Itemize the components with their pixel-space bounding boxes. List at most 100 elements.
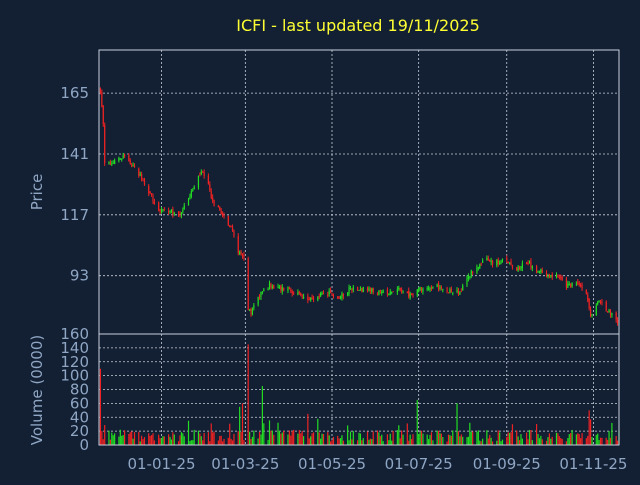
chart-title: ICFI - last updated 19/11/2025 <box>236 16 480 35</box>
candle-body <box>466 278 468 286</box>
candle-body <box>526 262 528 265</box>
candle-body <box>121 158 123 160</box>
candle-body <box>452 293 454 295</box>
volume-bar <box>200 436 202 445</box>
candle-body <box>568 283 570 285</box>
volume-bar <box>311 433 313 445</box>
volume-bar <box>183 436 185 445</box>
candle-body <box>571 282 573 287</box>
price-tick-label: 141 <box>60 145 89 163</box>
candle-body <box>273 285 275 289</box>
volume-bar <box>560 437 562 445</box>
candle-body <box>207 175 209 185</box>
volume-tick-label: 40 <box>70 408 89 426</box>
candle-body <box>190 191 192 197</box>
candle-body <box>418 288 420 290</box>
candle-body <box>332 293 335 297</box>
candle-body <box>251 308 254 315</box>
volume-bar <box>263 423 265 445</box>
volume-bar <box>131 431 133 445</box>
volume-bar <box>449 435 451 445</box>
volume-bar <box>281 432 283 445</box>
volume-bar <box>210 423 212 445</box>
candle-body <box>209 184 211 191</box>
volume-bar <box>359 433 362 445</box>
volume-bar <box>391 440 393 445</box>
candle-body <box>341 293 343 298</box>
volume-bar <box>422 433 424 445</box>
candle-body <box>112 162 114 164</box>
candle-body <box>301 295 303 297</box>
volume-bar <box>577 433 579 445</box>
candle-body <box>351 289 353 291</box>
candle-body <box>580 284 582 287</box>
candle-body <box>192 190 194 192</box>
volume-bar <box>300 433 302 445</box>
volume-bar <box>371 439 373 445</box>
candle-body <box>180 212 182 216</box>
volume-bar <box>203 433 205 445</box>
candle-body <box>283 288 285 291</box>
candle-body <box>541 270 543 273</box>
volume-bar <box>351 439 353 445</box>
volume-bar <box>487 438 489 445</box>
candle-body <box>558 276 560 278</box>
candle-body <box>261 292 263 294</box>
volume-bar <box>517 436 519 445</box>
price-axis-label: Price <box>28 174 46 211</box>
candle-body <box>371 288 373 292</box>
volume-bar <box>537 434 539 445</box>
volume-bar <box>440 433 442 445</box>
candle-body <box>260 291 262 297</box>
candle-body <box>290 289 292 291</box>
candle-body <box>223 215 225 217</box>
volume-bar <box>509 432 511 445</box>
volume-bar <box>112 435 114 445</box>
volume-bar <box>277 422 279 445</box>
volume-bar <box>598 439 600 445</box>
candle-body <box>249 309 251 311</box>
candle-body <box>469 276 471 278</box>
volume-bar <box>239 406 241 445</box>
candle-body <box>159 209 161 212</box>
volume-bar <box>182 433 184 445</box>
candle-body <box>577 282 579 284</box>
volume-bar <box>172 432 174 445</box>
volume-bar <box>372 431 374 445</box>
volume-bar <box>381 434 383 445</box>
candle-body <box>511 264 514 268</box>
candle-body <box>557 274 559 278</box>
volume-bar <box>121 435 123 445</box>
volume-bar <box>589 419 592 445</box>
volume-bar <box>202 440 204 445</box>
candle-body <box>599 301 602 303</box>
volume-bar <box>209 441 211 445</box>
volume-bar <box>193 429 195 445</box>
volume-bar <box>104 425 106 445</box>
volume-bar <box>280 433 282 445</box>
volume-bar <box>538 438 541 445</box>
candle-body <box>521 263 523 268</box>
candle-body <box>487 258 489 261</box>
candle-body <box>182 210 184 212</box>
candle-body <box>197 176 200 188</box>
volume-bar <box>352 431 354 445</box>
candle-body <box>449 289 451 294</box>
volume-bar <box>190 440 192 445</box>
candle-body <box>257 296 259 305</box>
candle-body <box>491 260 494 265</box>
volume-bar <box>526 432 528 445</box>
panel-frames <box>98 49 620 446</box>
volume-bar <box>312 432 315 445</box>
candle-body <box>222 213 224 216</box>
candle-body <box>366 287 369 291</box>
candle-body <box>307 296 309 301</box>
volume-bar <box>480 441 482 445</box>
candle-body <box>518 267 521 270</box>
volume-bar <box>148 433 150 445</box>
candle-body <box>607 311 609 313</box>
volume-bar <box>118 436 120 445</box>
candle-body <box>321 293 323 295</box>
volume-bar <box>318 432 320 445</box>
